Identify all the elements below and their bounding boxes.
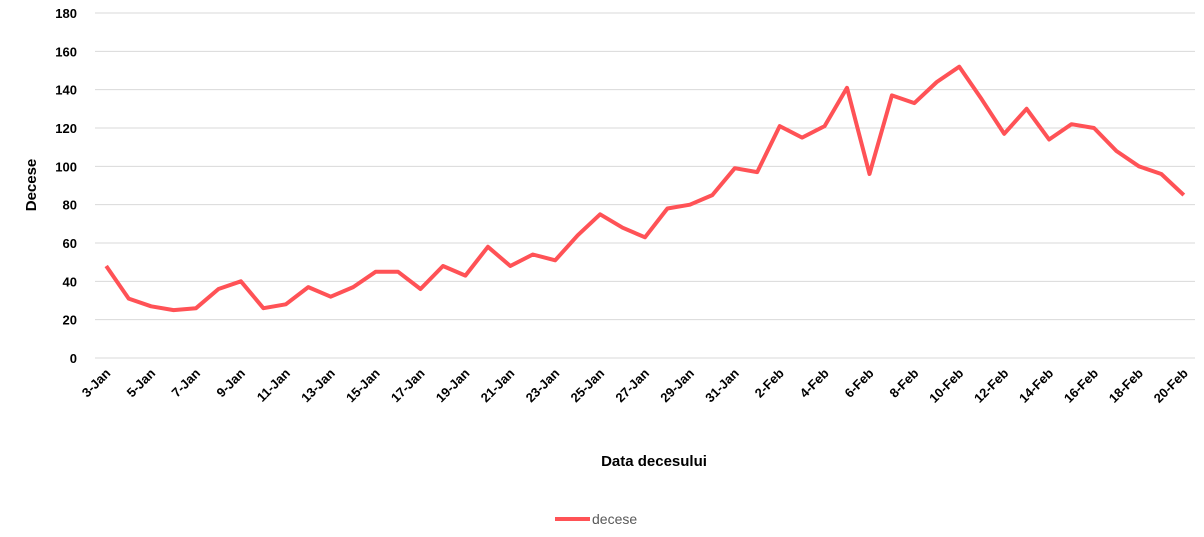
y-tick-label: 140 — [55, 83, 77, 98]
y-tick-label: 0 — [70, 351, 77, 366]
y-tick-label: 60 — [63, 236, 77, 251]
x-tick-label: 19-Jan — [433, 365, 473, 405]
x-tick-label: 18-Feb — [1106, 365, 1146, 405]
x-tick-label: 2-Feb — [752, 365, 787, 400]
x-tick-label: 5-Jan — [124, 365, 159, 400]
x-tick-label: 14-Feb — [1016, 365, 1056, 405]
x-tick-label: 21-Jan — [478, 365, 518, 405]
x-tick-label: 13-Jan — [298, 365, 338, 405]
y-tick-label: 120 — [55, 121, 77, 136]
x-tick-label: 6-Feb — [841, 365, 876, 400]
x-tick-label: 15-Jan — [343, 365, 383, 405]
x-tick-label: 20-Feb — [1151, 365, 1191, 405]
x-tick-label: 4-Feb — [797, 365, 832, 400]
legend-label: decese — [592, 511, 637, 527]
y-tick-label: 20 — [63, 313, 77, 328]
x-tick-label: 8-Feb — [886, 365, 921, 400]
x-tick-label: 25-Jan — [567, 365, 607, 405]
y-tick-label: 160 — [55, 44, 77, 59]
x-axis-label: Data decesului — [601, 453, 707, 470]
x-tick-label: 27-Jan — [612, 365, 652, 405]
x-tick-label: 12-Feb — [971, 365, 1011, 405]
y-axis-label: Decese — [23, 159, 40, 212]
x-tick-label: 23-Jan — [523, 365, 563, 405]
x-tick-label: 11-Jan — [254, 365, 293, 404]
x-tick-label: 16-Feb — [1061, 365, 1101, 405]
x-tick-label: 17-Jan — [388, 365, 428, 405]
x-tick-label: 31-Jan — [702, 365, 742, 405]
x-tick-label: 9-Jan — [213, 365, 248, 400]
x-tick-label: 29-Jan — [657, 365, 697, 405]
y-tick-label: 40 — [63, 274, 77, 289]
y-tick-label: 80 — [63, 198, 77, 213]
x-tick-label: 10-Feb — [926, 365, 966, 405]
y-tick-label: 100 — [55, 159, 77, 174]
data-line — [104, 64, 1186, 313]
x-tick-label: 7-Jan — [169, 365, 204, 400]
x-tick-label: 3-Jan — [79, 365, 114, 400]
y-tick-label: 180 — [55, 6, 77, 21]
